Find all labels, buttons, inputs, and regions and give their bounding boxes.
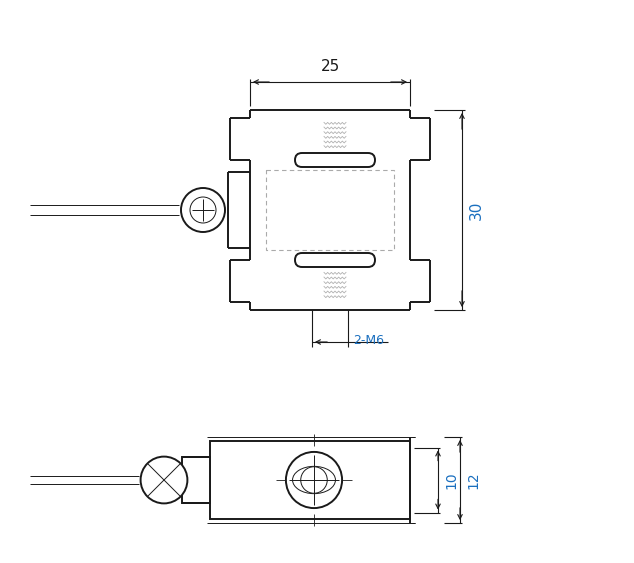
Bar (210, 441, 410, 519)
Text: 10: 10 (444, 471, 458, 489)
Circle shape (286, 452, 342, 508)
Text: 12: 12 (466, 471, 480, 489)
Text: 30: 30 (469, 200, 484, 220)
Text: 2-M6: 2-M6 (353, 334, 384, 347)
FancyBboxPatch shape (295, 253, 375, 267)
Circle shape (190, 197, 216, 223)
Circle shape (301, 467, 327, 493)
Text: 25: 25 (320, 59, 340, 74)
Bar (266, 170, 394, 250)
Bar (182, 457, 210, 503)
FancyBboxPatch shape (295, 153, 375, 167)
Circle shape (141, 457, 188, 503)
Circle shape (181, 188, 225, 232)
